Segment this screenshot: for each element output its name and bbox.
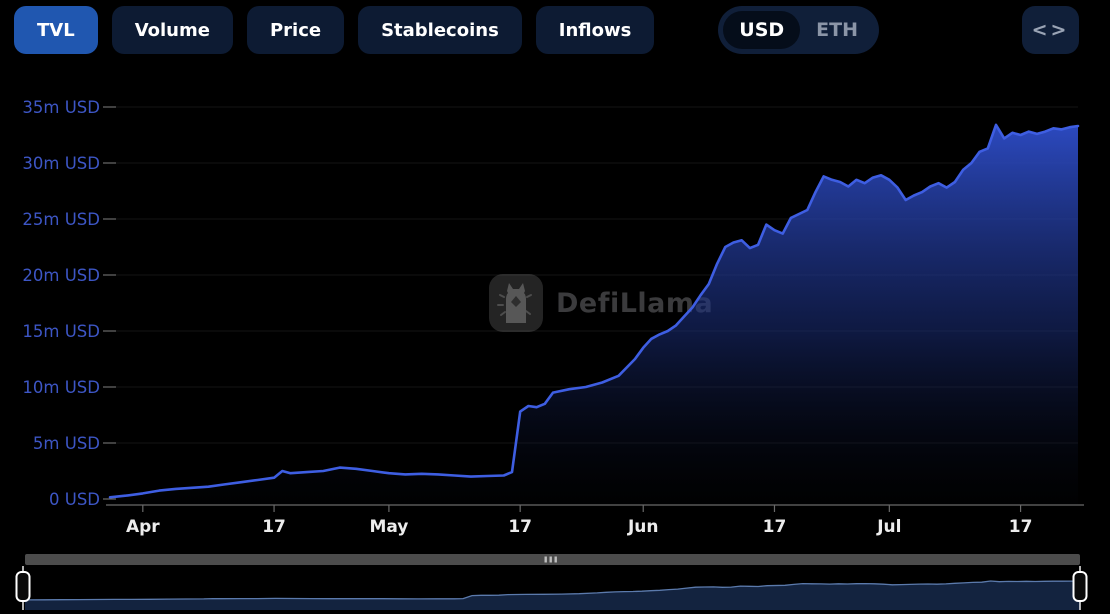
x-axis-label: Jul [876,517,901,537]
code-brackets-icon: <> [1031,19,1070,41]
y-axis-label: 0 USD [49,490,100,509]
y-axis-label: 5m USD [33,434,100,453]
metric-tabs: TVL Volume Price Stablecoins Inflows [14,6,655,54]
tab-inflows[interactable]: Inflows [535,6,655,54]
navigator-scrollbar[interactable] [25,554,1080,565]
x-axis-label: 17 [763,517,787,537]
x-axis-label: 17 [508,517,532,537]
currency-option-usd[interactable]: USD [723,11,801,49]
currency-option-eth[interactable]: ETH [816,19,858,41]
tab-price[interactable]: Price [246,6,345,54]
y-axis-label: 35m USD [22,98,100,117]
chart-toolbar: TVL Volume Price Stablecoins Inflows USD ETH… [14,6,1079,54]
embed-code-button[interactable]: <> [1022,6,1079,54]
x-axis-label: Jun [627,517,659,537]
x-axis-label: May [369,517,408,537]
navigator-handle-left[interactable] [15,571,31,602]
y-axis-label: 25m USD [22,210,100,229]
y-axis-label: 20m USD [22,266,100,285]
tab-tvl[interactable]: TVL [14,6,98,54]
tab-stablecoins[interactable]: Stablecoins [358,6,522,54]
tab-volume[interactable]: Volume [111,6,233,54]
y-axis-label: 30m USD [22,154,100,173]
x-axis-label: Apr [126,517,160,537]
x-axis-label: 17 [262,517,286,537]
chart-plot-area[interactable] [110,97,1078,505]
navigator-handle-right[interactable] [1072,571,1088,602]
currency-toggle[interactable]: USD ETH [718,6,879,54]
navigator-area [25,581,1080,610]
y-axis-label: 10m USD [22,378,100,397]
y-axis-label: 15m USD [22,322,100,341]
x-axis-label: 17 [1009,517,1033,537]
navigator-line [24,580,1080,601]
